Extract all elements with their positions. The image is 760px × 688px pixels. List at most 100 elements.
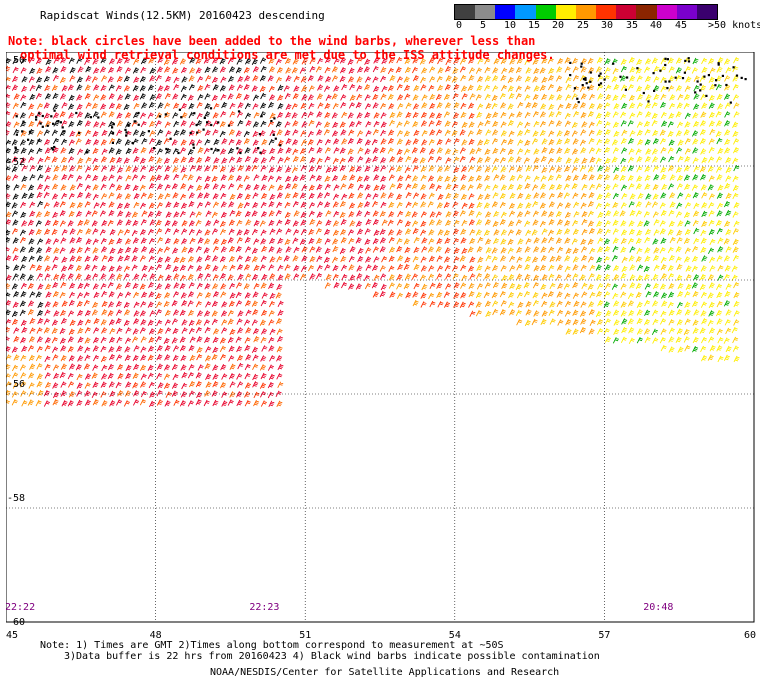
contamination-marker xyxy=(694,91,697,94)
contamination-marker xyxy=(153,147,156,150)
contamination-marker xyxy=(582,78,585,81)
contamination-marker xyxy=(599,72,602,75)
lon-tick-label: 51 xyxy=(299,630,311,641)
contamination-marker xyxy=(725,83,728,87)
contamination-marker xyxy=(37,139,40,142)
contamination-marker xyxy=(599,82,603,85)
contamination-marker xyxy=(652,72,655,75)
contamination-marker xyxy=(112,123,115,126)
contamination-marker xyxy=(589,71,592,74)
contamination-marker xyxy=(237,110,241,113)
contamination-marker xyxy=(195,123,198,127)
contamination-marker xyxy=(687,57,690,60)
contamination-marker xyxy=(46,124,49,127)
contamination-marker xyxy=(147,130,150,133)
contamination-marker xyxy=(137,123,140,126)
contamination-marker xyxy=(35,118,38,121)
map-title: Rapidscat Winds(12.5KM) 20160423 descend… xyxy=(40,9,325,22)
colorbar-tick-label: 30 xyxy=(601,20,614,31)
contamination-marker xyxy=(50,147,53,150)
contamination-marker xyxy=(259,151,262,154)
lat-tick-label: -52 xyxy=(7,157,25,168)
colorbar-tick-label: 45 xyxy=(675,20,688,31)
axis-labels: 45 48 51 54 57 60 -50 -52 -56 -58 -60 22:22 22:23 20:… xyxy=(6,55,756,641)
colorbar-swatch xyxy=(616,5,637,19)
contamination-marker xyxy=(732,66,735,69)
contamination-marker xyxy=(169,137,172,140)
colorbar-swatch xyxy=(696,5,718,19)
contamination-marker xyxy=(636,67,639,70)
contamination-marker xyxy=(664,63,667,67)
wind-barb-map: 45 48 51 54 57 60 -50 -52 -56 -58 -60 22:22 22:23 20:… xyxy=(6,52,756,641)
wind-barb-group xyxy=(6,56,476,407)
contamination-marker xyxy=(57,120,60,123)
contamination-marker xyxy=(131,141,134,145)
swath-time-label: 22:23 xyxy=(249,602,279,613)
lat-tick-label: -60 xyxy=(7,617,25,628)
contamination-marker xyxy=(705,94,708,97)
wind-barb-group xyxy=(6,57,596,407)
contamination-marker xyxy=(681,77,685,80)
contamination-marker xyxy=(227,124,231,127)
contamination-marker xyxy=(666,58,669,61)
colorbar-tick-label: 35 xyxy=(626,20,639,31)
contamination-marker xyxy=(210,123,213,127)
contamination-marker xyxy=(164,113,167,116)
lat-tick-label: -58 xyxy=(7,493,25,504)
contamination-marker xyxy=(209,107,213,110)
contamination-marker xyxy=(744,78,747,81)
contamination-marker xyxy=(668,80,671,83)
contamination-marker xyxy=(53,109,56,112)
contamination-marker xyxy=(721,74,724,77)
contamination-marker xyxy=(27,138,30,141)
contamination-marker xyxy=(210,147,213,151)
contamination-marker xyxy=(624,88,627,91)
wind-barb-field xyxy=(6,56,747,408)
lon-tick-label: 48 xyxy=(150,630,162,641)
colorbar-tick-label: 20 xyxy=(552,20,565,31)
contamination-marker xyxy=(699,89,702,92)
contamination-marker xyxy=(569,61,572,64)
contamination-marker xyxy=(236,147,239,150)
contamination-marker xyxy=(178,108,181,111)
contamination-marker xyxy=(684,59,687,62)
lat-tick-label: -50 xyxy=(7,55,25,66)
colorbar-tick-label: 10 xyxy=(504,20,517,31)
footnote: Note: 1) Times are GMT 2)Times along bot… xyxy=(40,640,600,662)
contamination-marker xyxy=(699,83,702,86)
contamination-marker xyxy=(272,133,275,136)
footnote-line-2: 3)Data buffer is 22 hrs from 20160423 4)… xyxy=(64,651,600,662)
contamination-marker xyxy=(133,120,136,123)
contamination-marker xyxy=(61,126,64,129)
contamination-note: Note: black circles have been added to t… xyxy=(8,34,568,62)
lon-tick-label: 60 xyxy=(744,630,756,641)
contamination-marker xyxy=(158,115,162,118)
contamination-marker xyxy=(75,111,78,115)
colorbar-tick-labels: 0 5 10 15 20 25 30 35 40 45 >50 knots xyxy=(446,20,760,34)
credit-line: NOAA/NESDIS/Center for Satellite Applica… xyxy=(210,667,560,678)
contamination-marker xyxy=(273,117,276,120)
colorbar-tick-label: >50 knots xyxy=(708,20,760,31)
contamination-marker xyxy=(193,112,196,115)
contamination-marker xyxy=(111,126,114,129)
contamination-marker xyxy=(53,145,56,149)
contamination-marker xyxy=(715,79,718,82)
contamination-marker xyxy=(35,115,38,118)
colorbar-swatch xyxy=(656,5,677,19)
contamination-marker xyxy=(735,74,739,77)
contamination-marker xyxy=(598,83,601,86)
contamination-marker xyxy=(127,124,130,127)
contamination-marker xyxy=(729,101,732,104)
contamination-marker xyxy=(270,120,273,123)
contamination-marker xyxy=(28,130,32,133)
contamination-marker xyxy=(666,87,669,90)
contamination-marker xyxy=(589,80,592,83)
contamination-marker xyxy=(569,74,572,77)
contamination-marker xyxy=(260,115,263,118)
contamination-marker xyxy=(63,130,66,133)
note-line-2: optimal wind retrieval conditions are me… xyxy=(20,48,555,62)
contamination-marker xyxy=(687,60,691,63)
wind-barb-group xyxy=(595,56,740,363)
contamination-marker xyxy=(41,125,44,128)
colorbar-tick-label: 0 xyxy=(456,20,463,31)
